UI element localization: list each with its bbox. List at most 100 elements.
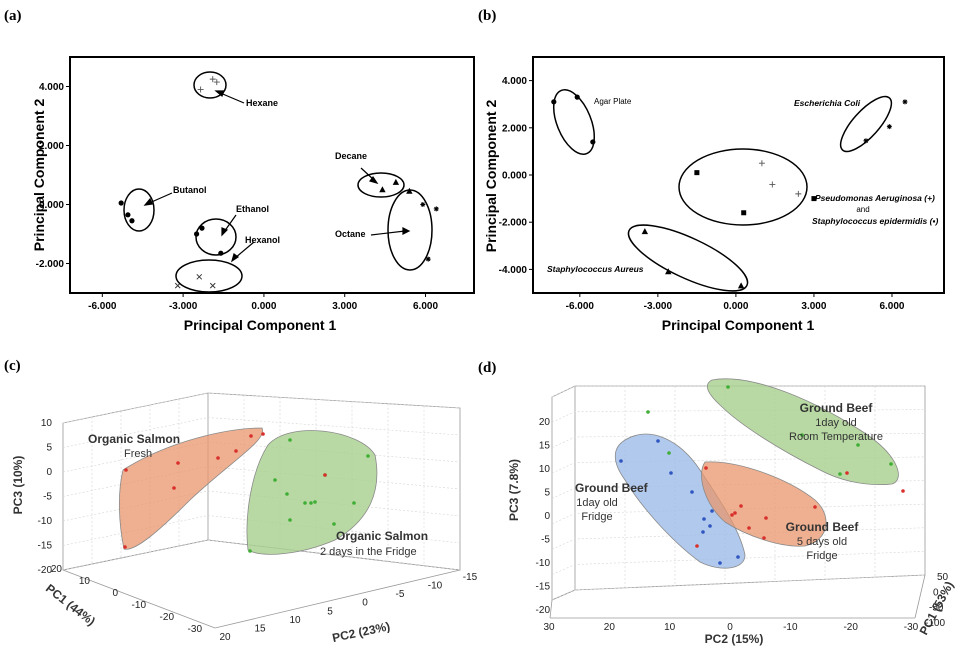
e-coli-cluster-outline [839, 95, 893, 153]
escherichia-coli-point [902, 99, 908, 105]
salmon-fridge-hull [246, 430, 378, 555]
pc2-tick-label: -15 [463, 572, 478, 583]
panel-d-points [619, 385, 905, 565]
beef-fridge-1day-point [710, 509, 714, 513]
pc3-tick-label: -20 [38, 565, 53, 576]
salmon-fresh-label: Organic Salmon [88, 432, 180, 446]
salmon-fresh-point [123, 545, 127, 549]
panel-c-pc1-axis-title: PC1 (44%) [43, 581, 98, 628]
x-tick-label: -6.000 [88, 301, 117, 312]
pc3-tick-label: -20 [536, 605, 551, 616]
pc2-tick-label: -30 [904, 622, 919, 633]
salmon-fridge-point [352, 501, 356, 505]
panel-c-pc2-axis-title: PC2 (23%) [331, 619, 391, 645]
y-tick-label: 4.000 [39, 82, 64, 93]
staph-aureus-cluster-outline [627, 224, 749, 292]
panel-d-pc3-axis-title: PC3 (7.8%) [507, 459, 521, 521]
y-tick-label: 2.000 [502, 123, 527, 134]
beef-fridge-1day-label: Ground Beef [575, 481, 649, 495]
beef-room-temp-point [646, 410, 650, 414]
hexanol-cluster-outline [175, 259, 243, 293]
beef-fridge-1day-point [736, 555, 740, 559]
and-label: and [856, 205, 869, 214]
beef-fridge-5day-hull [701, 461, 827, 547]
pc2-tick-label: 10 [664, 622, 676, 633]
staphylococcus-aureus-point [641, 228, 649, 235]
salmon-fresh-point [261, 432, 265, 436]
staph-epidermidis-label: Staphylococcus epidermidis (▪) [812, 216, 938, 226]
salmon-fridge-point [273, 478, 277, 482]
x-tick-label: 6.000 [879, 301, 904, 312]
y-tick-label: -2.000 [36, 259, 65, 270]
beef-fridge-5day-point [695, 544, 699, 548]
panel-b-y-ticks: 4.000 2.000 0.000 -2.000 -4.000 [499, 76, 533, 276]
panel-b: (b) 4.000 2.000 0.000 -2.000 -4.000 -6.000 -3… [478, 8, 945, 333]
panel-d-pc1-ticks: 50 0 -50 -100 [925, 572, 949, 629]
panel-c-pc3-ticks: 10 5 0 -5 -10 -15 -20 [38, 418, 53, 576]
beef-fridge-5day-point [733, 511, 737, 515]
x-tick-label: 6.000 [413, 301, 438, 312]
pseudomonas-aeruginosa-point [795, 190, 802, 197]
beef-fridge-5day-point [901, 489, 905, 493]
pc1-tick-label: 0 [112, 588, 118, 599]
staph-aureus-label: Staphylococcus Aureus [547, 264, 644, 274]
pc1-tick-label: -50 [929, 603, 944, 614]
pc3-tick-label: 15 [539, 441, 551, 452]
salmon-fridge-point [303, 501, 307, 505]
beef-fridge-1day-point [718, 561, 722, 565]
beef-room-temp-detail-1: 1day old [815, 417, 857, 429]
beef-fridge-1day-detail-2: Fridge [581, 511, 612, 523]
pc2-tick-label: 20 [604, 622, 616, 633]
salmon-fridge-detail: 2 days in the Fridge [320, 546, 417, 558]
ethanol-point [199, 225, 205, 231]
hexanol-point [209, 282, 216, 289]
y-tick-label: 0.000 [39, 200, 64, 211]
pseudomonas-aeruginosa-point [758, 160, 765, 167]
x-tick-label: 0.000 [723, 301, 748, 312]
hexane-point [197, 86, 204, 93]
panel-c-letter: (c) [4, 358, 21, 374]
panel-c-pc3-axis-title: PC3 (10%) [11, 456, 25, 515]
pc3-tick-label: 10 [41, 418, 53, 429]
pc3-tick-label: -10 [536, 558, 551, 569]
agar-plate-cluster-outline [552, 89, 596, 155]
beef-fridge-5day-point [747, 526, 751, 530]
panel-a-letter: (a) [4, 8, 22, 24]
beef-room-temp-hull [706, 378, 899, 485]
beef-fridge-5day-point [704, 466, 708, 470]
salmon-fridge-point [288, 438, 292, 442]
salmon-fresh-point [234, 449, 238, 453]
hexane-label: Hexane [246, 98, 278, 108]
salmon-fresh-point [176, 461, 180, 465]
panel-a-x-ticks: -6.000 -3.000 0.000 3.000 6.000 [88, 293, 438, 312]
pc1-tick-label: 0 [933, 587, 939, 598]
panel-d-letter: (d) [478, 360, 496, 376]
octane-cluster-outline [387, 189, 433, 271]
butanol-point [125, 212, 131, 218]
pc3-tick-label: 0 [46, 467, 52, 478]
x-tick-label: 0.000 [251, 301, 276, 312]
panel-d-3d-box [549, 385, 926, 619]
y-tick-label: 0.000 [502, 171, 527, 182]
pc2-tick-label: 20 [219, 632, 231, 643]
salmon-fridge-point [288, 518, 292, 522]
staphylococcus-epidermidis-point [694, 170, 700, 176]
pc3-tick-label: -5 [541, 535, 550, 546]
beef-fridge-1day-point [669, 471, 673, 475]
panel-d-pc3-ticks: 20 15 10 5 0 -5 -10 -15 -20 [536, 417, 551, 616]
x-tick-label: -6.000 [566, 301, 595, 312]
pc3-tick-label: -15 [38, 541, 53, 552]
pc2-tick-label: -10 [428, 581, 443, 592]
beef-fridge-5day-point [762, 536, 766, 540]
beef-fridge-5day-point [764, 516, 768, 520]
beef-fridge-1day-point [619, 459, 623, 463]
salmon-fresh-detail: Fresh [124, 448, 152, 460]
panel-c: (c) 10 5 0 -5 -10 -15 -20 20 10 0 -10 -20 -30 20 15 1… [4, 358, 478, 645]
decane-label: Decane [335, 151, 367, 161]
panel-b-plot-frame [532, 56, 945, 294]
beef-fridge-1day-point [701, 530, 705, 534]
panel-a-x-axis-title: Principal Component 1 [184, 317, 337, 333]
x-tick-label: -3.000 [644, 301, 673, 312]
panel-c-points [123, 432, 370, 553]
pseudomonas-label: Pseudomonas Aeruginosa (+) [815, 193, 935, 203]
